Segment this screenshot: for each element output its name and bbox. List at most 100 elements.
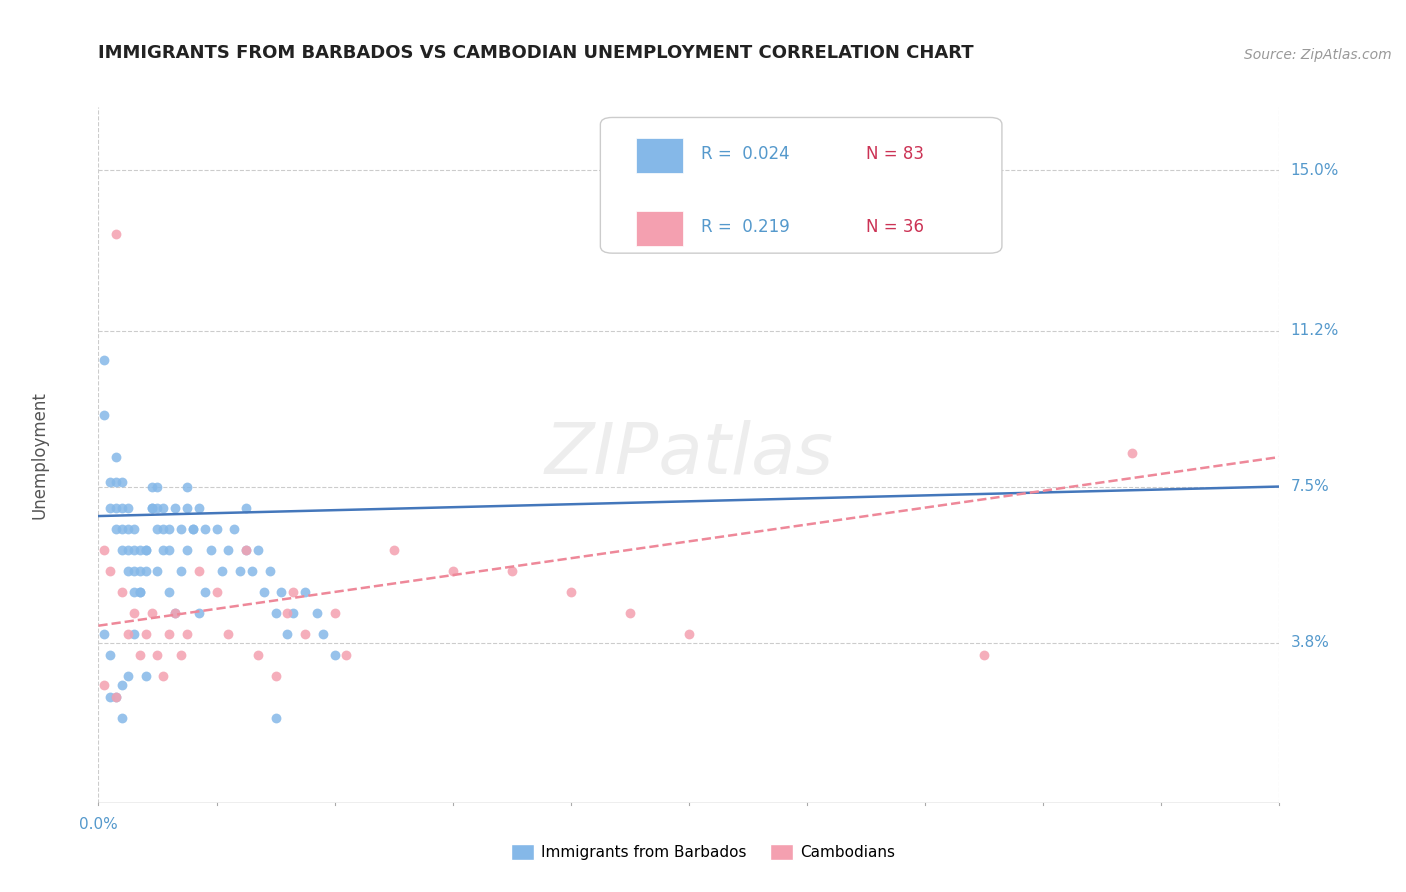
Text: R =  0.219: R = 0.219 [700,219,790,236]
Point [98,690,121,705]
Text: 7.5%: 7.5% [1291,479,1329,494]
Bar [636,211,683,246]
Point [111,585,134,599]
Point [135,627,157,641]
Point [105,690,128,705]
Point [141,500,163,515]
Text: Source: ZipAtlas.com: Source: ZipAtlas.com [1244,48,1392,62]
Point [93,678,115,692]
Point [194,522,217,536]
Point [176,542,198,557]
Point [678,627,700,641]
Text: 15.0%: 15.0% [1291,163,1339,178]
Point [122,564,145,578]
Point [105,690,128,705]
Point [170,648,193,663]
Point [152,669,174,683]
Point [122,522,145,536]
Text: ZIPatlas: ZIPatlas [544,420,834,490]
Point [276,627,298,641]
Point [135,542,157,557]
Text: N = 83: N = 83 [866,145,924,163]
Point [146,522,169,536]
Point [105,450,128,464]
Point [157,522,180,536]
Point [165,500,187,515]
Point [157,627,180,641]
Point [105,500,128,515]
Point [111,542,134,557]
Legend: Immigrants from Barbados, Cambodians: Immigrants from Barbados, Cambodians [505,838,901,866]
Point [270,585,292,599]
Point [117,500,139,515]
Point [200,542,222,557]
Point [224,522,246,536]
Point [187,564,209,578]
Point [194,585,217,599]
Point [235,542,257,557]
Point [122,585,145,599]
Point [1121,446,1143,460]
Text: 3.8%: 3.8% [1291,635,1330,650]
Point [294,585,316,599]
Point [128,585,150,599]
Point [176,627,198,641]
Point [152,542,174,557]
Point [146,564,169,578]
Point [98,500,121,515]
Point [276,606,298,620]
Point [217,542,239,557]
Point [181,522,204,536]
Point [122,606,145,620]
Point [152,500,174,515]
Point [111,711,134,725]
Text: 11.2%: 11.2% [1291,323,1339,338]
Point [157,542,180,557]
Point [98,564,121,578]
Point [170,522,193,536]
Point [93,353,115,368]
Point [105,522,128,536]
Text: N = 36: N = 36 [866,219,924,236]
Point [117,627,139,641]
Point [283,606,305,620]
Point [105,475,128,490]
Point [264,711,287,725]
Text: 0.0%: 0.0% [79,817,118,831]
FancyBboxPatch shape [600,118,1002,253]
Point [176,500,198,515]
Point [211,564,233,578]
Point [165,606,187,620]
Point [259,564,281,578]
Point [93,627,115,641]
Point [181,522,204,536]
Point [105,227,128,241]
Point [382,542,405,557]
Point [135,564,157,578]
Point [98,648,121,663]
Point [111,678,134,692]
Text: Unemployment: Unemployment [31,391,48,519]
Point [305,606,328,620]
Point [294,627,316,641]
Point [264,669,287,683]
Point [117,522,139,536]
Point [157,585,180,599]
Point [235,542,257,557]
Point [111,522,134,536]
Point [246,648,269,663]
Point [283,585,305,599]
Point [170,564,193,578]
Point [98,475,121,490]
Point [619,606,641,620]
Point [146,479,169,493]
Point [146,500,169,515]
Point [229,564,252,578]
Point [128,585,150,599]
Point [117,542,139,557]
Point [335,648,357,663]
Point [235,500,257,515]
Point [122,627,145,641]
Point [312,627,335,641]
Point [117,564,139,578]
